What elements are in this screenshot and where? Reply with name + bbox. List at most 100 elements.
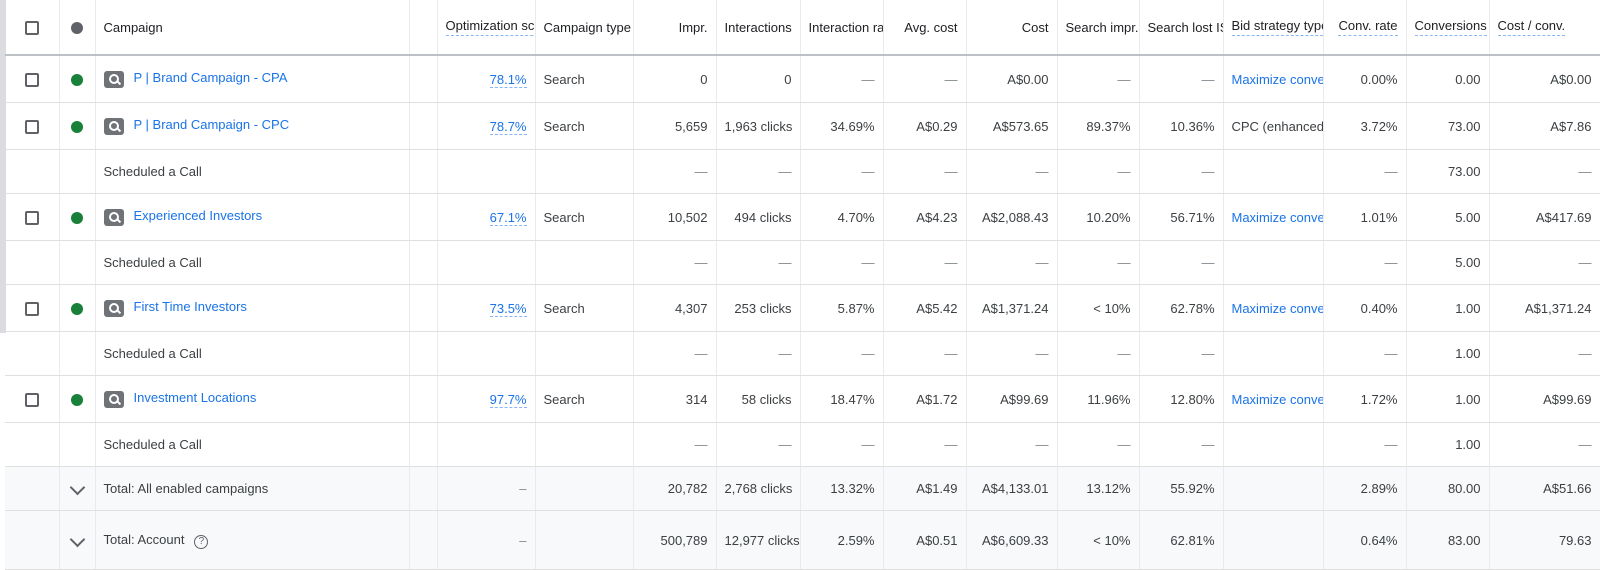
empty-cell <box>437 240 536 285</box>
optimization-score[interactable]: 73.5% <box>437 284 536 332</box>
empty-cell <box>535 240 634 285</box>
cell-search-lost-is: 10.36% <box>1139 102 1224 150</box>
header-campaign[interactable]: Campaign <box>95 0 410 56</box>
cell-conversions: 1.00 <box>1406 422 1490 467</box>
header-impr[interactable]: Impr. <box>633 0 717 56</box>
cell-search-impr-share: 10.20% <box>1057 193 1140 241</box>
spacer-cell <box>409 55 438 103</box>
optimization-score[interactable]: 97.7% <box>437 375 536 423</box>
conversion-action-row: Scheduled a Call — — — — — — — —1.00— <box>5 422 1600 467</box>
optimization-score-link[interactable]: 78.1% <box>489 71 527 88</box>
header-bid-strategy-type[interactable]: Bid strategy type <box>1223 0 1324 56</box>
cell-impr: 20,782 <box>633 466 717 511</box>
header-search-impr-share[interactable]: Search impr. share <box>1057 0 1140 56</box>
optimization-score-link[interactable]: 67.1% <box>489 209 527 226</box>
conversion-action-row: Scheduled a Call — — — — — — — —73.00— <box>5 149 1600 194</box>
bid-strategy-link[interactable]: Maximize conversions <box>1231 391 1323 407</box>
optimization-score-link[interactable]: 73.5% <box>489 300 527 317</box>
bid-strategy-link[interactable]: Maximize conversions (Target CPA) <box>1231 71 1323 87</box>
cell-interactions: — <box>716 149 801 194</box>
cell-cost-per-conv: — <box>1489 422 1600 467</box>
empty-cell <box>59 331 96 376</box>
cell-interactions: 12,977 clicks, engagements, views <box>716 510 801 570</box>
cell-avg-cost: A$0.29 <box>883 102 967 150</box>
spacer-cell <box>409 510 438 570</box>
cell-cost-per-conv: A$7.86 <box>1489 102 1600 150</box>
row-checkbox[interactable] <box>5 284 60 332</box>
cell-interactions: — <box>716 331 801 376</box>
enabled-dot-icon[interactable] <box>59 55 96 103</box>
cell-conversions: 83.00 <box>1406 510 1490 570</box>
spacer-cell <box>409 375 438 423</box>
enabled-dot-icon[interactable] <box>59 193 96 241</box>
chevron-down-icon[interactable] <box>59 466 96 511</box>
select-all-checkbox[interactable] <box>5 0 60 56</box>
spacer-cell <box>409 422 438 467</box>
search-icon <box>103 390 124 408</box>
cell-conv-rate: 0.00% <box>1323 55 1407 103</box>
header-conv-rate[interactable]: Conv. rate <box>1323 0 1407 56</box>
empty-cell <box>59 240 96 285</box>
bid-strategy-link[interactable]: Maximize conversions <box>1231 209 1323 225</box>
campaign-name-cell: First Time Investors <box>95 284 410 332</box>
cell-search-impr-share: < 10% <box>1057 284 1140 332</box>
row-checkbox[interactable] <box>5 375 60 423</box>
cell-conversions: 1.00 <box>1406 331 1490 376</box>
campaign-name-cell: Investment Locations <box>95 375 410 423</box>
cell-interaction-rate: 34.69% <box>800 102 884 150</box>
cell-conv-rate: — <box>1323 240 1407 285</box>
header-campaign-type[interactable]: Campaign type <box>535 0 634 56</box>
total-enabled-row: Total: All enabled campaigns – 20,782 2,768… <box>5 466 1600 511</box>
enabled-dot-icon[interactable] <box>59 102 96 150</box>
header-conversions[interactable]: Conversions <box>1406 0 1490 56</box>
cell-interactions: 0 <box>716 55 801 103</box>
cell-conv-rate: — <box>1323 422 1407 467</box>
optimization-score-link[interactable]: 97.7% <box>489 391 527 408</box>
enabled-dot-icon[interactable] <box>59 375 96 423</box>
total-name-cell: Total: All enabled campaigns <box>95 466 410 511</box>
cell-search-impr-share: < 10% <box>1057 510 1140 570</box>
search-icon <box>103 117 124 135</box>
cell-cost-per-conv: A$51.66 <box>1489 466 1600 511</box>
cell-search-impr-share: — <box>1057 422 1140 467</box>
cell-cost-per-conv: — <box>1489 240 1600 285</box>
campaign-name-link[interactable]: P | Brand Campaign - CPC <box>133 117 290 133</box>
bid-strategy-link[interactable]: Maximize conversions <box>1231 300 1323 316</box>
campaigns-table: Campaign Optimization score Campaign typ… <box>5 0 1600 570</box>
optimization-score[interactable]: 67.1% <box>437 193 536 241</box>
row-checkbox[interactable] <box>5 102 60 150</box>
row-checkbox[interactable] <box>5 55 60 103</box>
campaign-name-link[interactable]: Investment Locations <box>133 390 257 406</box>
header-cost-per-conv[interactable]: Cost / conv. <box>1489 0 1600 56</box>
chevron-down-icon[interactable] <box>59 510 96 570</box>
conversion-action-name: Scheduled a Call <box>95 149 410 194</box>
help-circle-icon[interactable]: ? <box>194 534 209 549</box>
header-cost[interactable]: Cost <box>966 0 1058 56</box>
cell-conv-rate: 1.72% <box>1323 375 1407 423</box>
optimization-score[interactable]: 78.7% <box>437 102 536 150</box>
enabled-dot-icon[interactable] <box>59 284 96 332</box>
optimization-score-link[interactable]: 78.7% <box>489 118 527 135</box>
header-optimization-score[interactable]: Optimization score <box>437 0 536 56</box>
cell-search-lost-is: — <box>1139 149 1224 194</box>
header-interaction-rate[interactable]: Interaction rate <box>800 0 884 56</box>
campaign-name-link[interactable]: P | Brand Campaign - CPA <box>133 70 288 86</box>
campaign-name-link[interactable]: First Time Investors <box>133 299 247 315</box>
campaign-name-link[interactable]: Experienced Investors <box>133 208 263 224</box>
table-header-row: Campaign Optimization score Campaign typ… <box>5 0 1600 56</box>
header-avg-cost[interactable]: Avg. cost <box>883 0 967 56</box>
total-name-cell: Total: Account? <box>95 510 410 570</box>
status-header-icon[interactable] <box>59 0 96 56</box>
cell-cost: — <box>966 331 1058 376</box>
optimization-score[interactable]: 78.1% <box>437 55 536 103</box>
header-interactions[interactable]: Interactions <box>716 0 801 56</box>
cell-conversions: 73.00 <box>1406 149 1490 194</box>
empty-cell <box>535 466 634 511</box>
conversion-action-name: Scheduled a Call <box>95 422 410 467</box>
header-search-lost-is[interactable]: Search lost IS (rank) <box>1139 0 1224 56</box>
cell-avg-cost: A$1.72 <box>883 375 967 423</box>
row-checkbox[interactable] <box>5 193 60 241</box>
cell-cost-per-conv: — <box>1489 331 1600 376</box>
bid-strategy-cell: Maximize conversions <box>1223 375 1324 423</box>
cell-search-impr-share: — <box>1057 55 1140 103</box>
